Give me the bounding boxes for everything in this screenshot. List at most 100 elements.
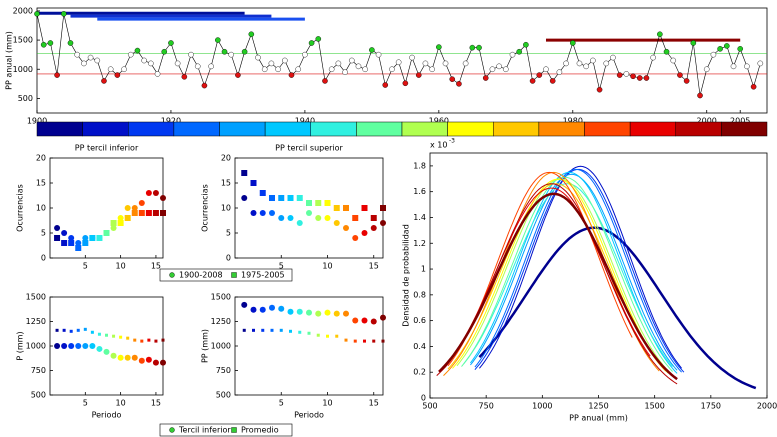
data-point bbox=[241, 48, 248, 55]
data-point bbox=[259, 306, 266, 313]
data-point bbox=[353, 339, 357, 343]
data-point bbox=[296, 308, 303, 315]
data-point bbox=[456, 81, 462, 87]
data-point bbox=[54, 235, 61, 241]
data-point bbox=[315, 36, 322, 42]
legend-box bbox=[159, 268, 293, 282]
data-point bbox=[730, 63, 737, 70]
plot-frame bbox=[429, 152, 768, 399]
x-tick-label: 1980 bbox=[563, 117, 583, 126]
data-point bbox=[119, 335, 123, 339]
data-point bbox=[61, 240, 68, 246]
data-point bbox=[316, 333, 320, 337]
data-point bbox=[306, 200, 312, 206]
data-point bbox=[296, 195, 303, 201]
data-point bbox=[663, 48, 670, 55]
legend-label: Tercil inferior bbox=[178, 426, 231, 435]
data-point bbox=[343, 205, 349, 211]
data-point bbox=[352, 215, 359, 221]
data-point bbox=[703, 66, 710, 73]
data-point bbox=[255, 54, 261, 61]
x-tick-label: 1900 bbox=[27, 117, 47, 126]
data-point bbox=[389, 66, 395, 73]
data-point bbox=[241, 170, 248, 176]
data-point bbox=[124, 215, 131, 221]
x-tick-label: 1940 bbox=[295, 117, 315, 126]
data-point bbox=[289, 329, 292, 333]
data-point bbox=[315, 200, 322, 206]
data-point bbox=[717, 46, 723, 52]
data-point bbox=[750, 83, 757, 90]
data-point bbox=[248, 31, 255, 38]
data-point bbox=[333, 205, 340, 211]
legend-box bbox=[159, 423, 293, 437]
data-point bbox=[141, 57, 147, 64]
colorbar-cell bbox=[401, 121, 448, 137]
data-point bbox=[261, 66, 268, 73]
data-point bbox=[270, 328, 274, 332]
data-point bbox=[372, 339, 376, 343]
data-point bbox=[657, 31, 663, 38]
data-point bbox=[114, 72, 121, 78]
y-tick-label: 20 bbox=[221, 154, 231, 163]
series-line bbox=[36, 13, 761, 96]
data-point bbox=[287, 215, 294, 221]
y-tick-label: 0.2 bbox=[413, 368, 426, 377]
data-point bbox=[610, 54, 616, 61]
data-point bbox=[250, 306, 257, 313]
y-tick-label: 0 bbox=[226, 254, 231, 263]
data-point bbox=[333, 220, 340, 226]
x-tick-label: 2005 bbox=[730, 117, 750, 126]
data-point bbox=[503, 66, 509, 73]
plot-title: PP tercil superior bbox=[275, 144, 343, 153]
data-point bbox=[60, 11, 67, 17]
y-tick-label: 2000 bbox=[13, 6, 33, 15]
data-point bbox=[308, 40, 315, 46]
data-point bbox=[75, 240, 82, 246]
data-point bbox=[96, 345, 103, 352]
x-tick-label: 750 bbox=[479, 402, 494, 411]
data-point bbox=[643, 75, 650, 81]
colorbar-cell bbox=[721, 121, 768, 137]
data-point bbox=[278, 195, 285, 201]
data-point bbox=[250, 210, 257, 216]
data-point bbox=[96, 235, 103, 241]
data-point bbox=[306, 210, 312, 216]
data-point bbox=[101, 78, 107, 84]
data-point bbox=[380, 220, 386, 226]
x-tick-label: 5 bbox=[83, 399, 88, 408]
data-point bbox=[138, 357, 145, 364]
density-curve bbox=[463, 183, 673, 367]
data-point bbox=[117, 220, 124, 226]
data-point bbox=[54, 343, 61, 349]
data-point bbox=[415, 72, 422, 78]
data-point bbox=[576, 60, 583, 67]
y-tick-label: 1250 bbox=[26, 317, 46, 326]
data-point bbox=[361, 230, 368, 236]
colorbar-cell bbox=[584, 121, 631, 137]
colorbar-cell bbox=[264, 121, 311, 137]
data-point bbox=[268, 60, 275, 67]
data-point bbox=[352, 317, 359, 324]
data-point bbox=[324, 215, 331, 221]
y-tick-label: 15 bbox=[221, 179, 231, 188]
y-tick-label: 1500 bbox=[13, 36, 33, 45]
data-point bbox=[279, 328, 283, 332]
data-point bbox=[449, 76, 456, 82]
colorbar-cell bbox=[538, 121, 585, 137]
colorbar-cell bbox=[36, 121, 83, 137]
data-point bbox=[409, 54, 415, 61]
data-point bbox=[516, 48, 523, 55]
data-point bbox=[131, 354, 138, 361]
colorbar-cell bbox=[493, 121, 540, 137]
data-point bbox=[160, 359, 166, 366]
y-tick-label: 1.8 bbox=[413, 161, 426, 170]
data-point bbox=[252, 328, 255, 332]
data-point bbox=[363, 339, 366, 343]
data-point bbox=[82, 343, 89, 349]
y-tick-label: 750 bbox=[31, 366, 46, 375]
data-point bbox=[298, 330, 302, 334]
data-point bbox=[81, 60, 87, 67]
x-tick-label: 1960 bbox=[429, 117, 449, 126]
